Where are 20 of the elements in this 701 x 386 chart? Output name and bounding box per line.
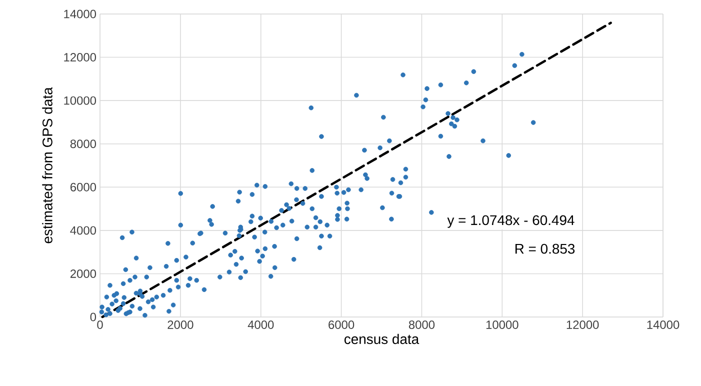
y-tick-label: 8000 [70,140,96,148]
y-tick-label: 14000 [64,10,96,18]
x-tick-label: 6000 [328,320,354,329]
y-tick-label: 12000 [64,53,96,62]
y-tick-label: 2000 [70,269,96,278]
x-tick-label: 8000 [408,320,435,329]
y-tick-label: 0 [90,312,96,322]
x-tick-label: 10000 [486,320,518,329]
y-tick-label: 6000 [70,182,96,192]
x-axis-title: census data [344,334,420,344]
x-tick-label: 0 [97,320,103,329]
y-tick-label: 10000 [64,96,96,105]
y-tick-label: 4000 [70,226,96,235]
x-tick-label: 4000 [248,320,274,329]
annotation: y = 1.0748x - 60.494 [447,215,574,228]
x-tick-label: 14000 [647,320,680,329]
annotation: R = 0.853 [515,244,575,254]
x-tick-label: 12000 [566,320,599,329]
y-axis-title: estimated from GPS data [42,87,52,244]
x-tick-label: 2000 [168,320,194,329]
